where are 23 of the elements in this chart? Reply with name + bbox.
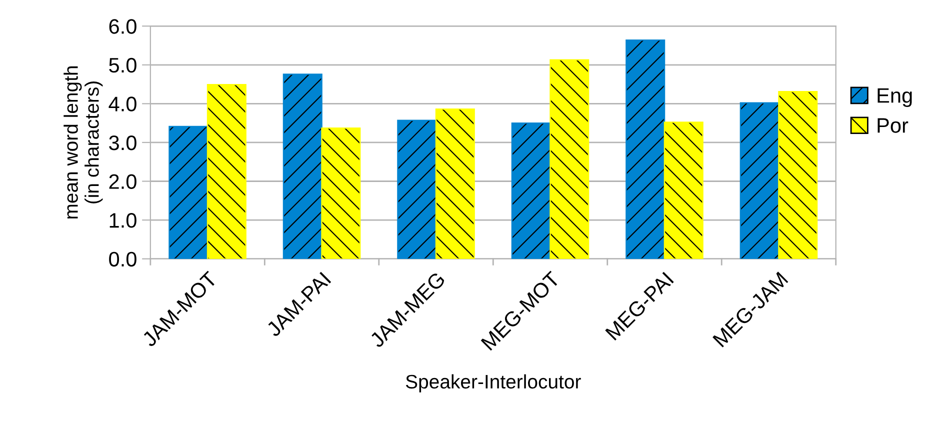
legend-label: Eng [878, 88, 912, 107]
y-tick-label: 6.0 [109, 19, 136, 34]
y-tick-label: 2.0 [109, 174, 136, 190]
bar [626, 39, 666, 259]
bar [282, 74, 322, 259]
bar [550, 59, 590, 259]
y-tick-label: 0.0 [109, 252, 136, 267]
bar [168, 126, 208, 259]
y-axis-title: mean word length (in characters) [64, 66, 103, 218]
bar [321, 127, 361, 259]
y-tick-label: 5.0 [109, 58, 136, 73]
bar [664, 122, 704, 259]
x-axis-title: Speaker-Interlocutor [406, 374, 581, 392]
legend-label: Por [878, 118, 908, 133]
bar [397, 120, 437, 259]
bar [435, 108, 475, 259]
y-tick-label: 3.0 [109, 135, 136, 150]
bar [511, 122, 551, 259]
y-tick-label: 1.0 [110, 213, 136, 228]
bar [740, 102, 780, 259]
y-tick-label: 4.0 [108, 96, 136, 112]
bar [778, 91, 818, 259]
bar [206, 84, 246, 259]
